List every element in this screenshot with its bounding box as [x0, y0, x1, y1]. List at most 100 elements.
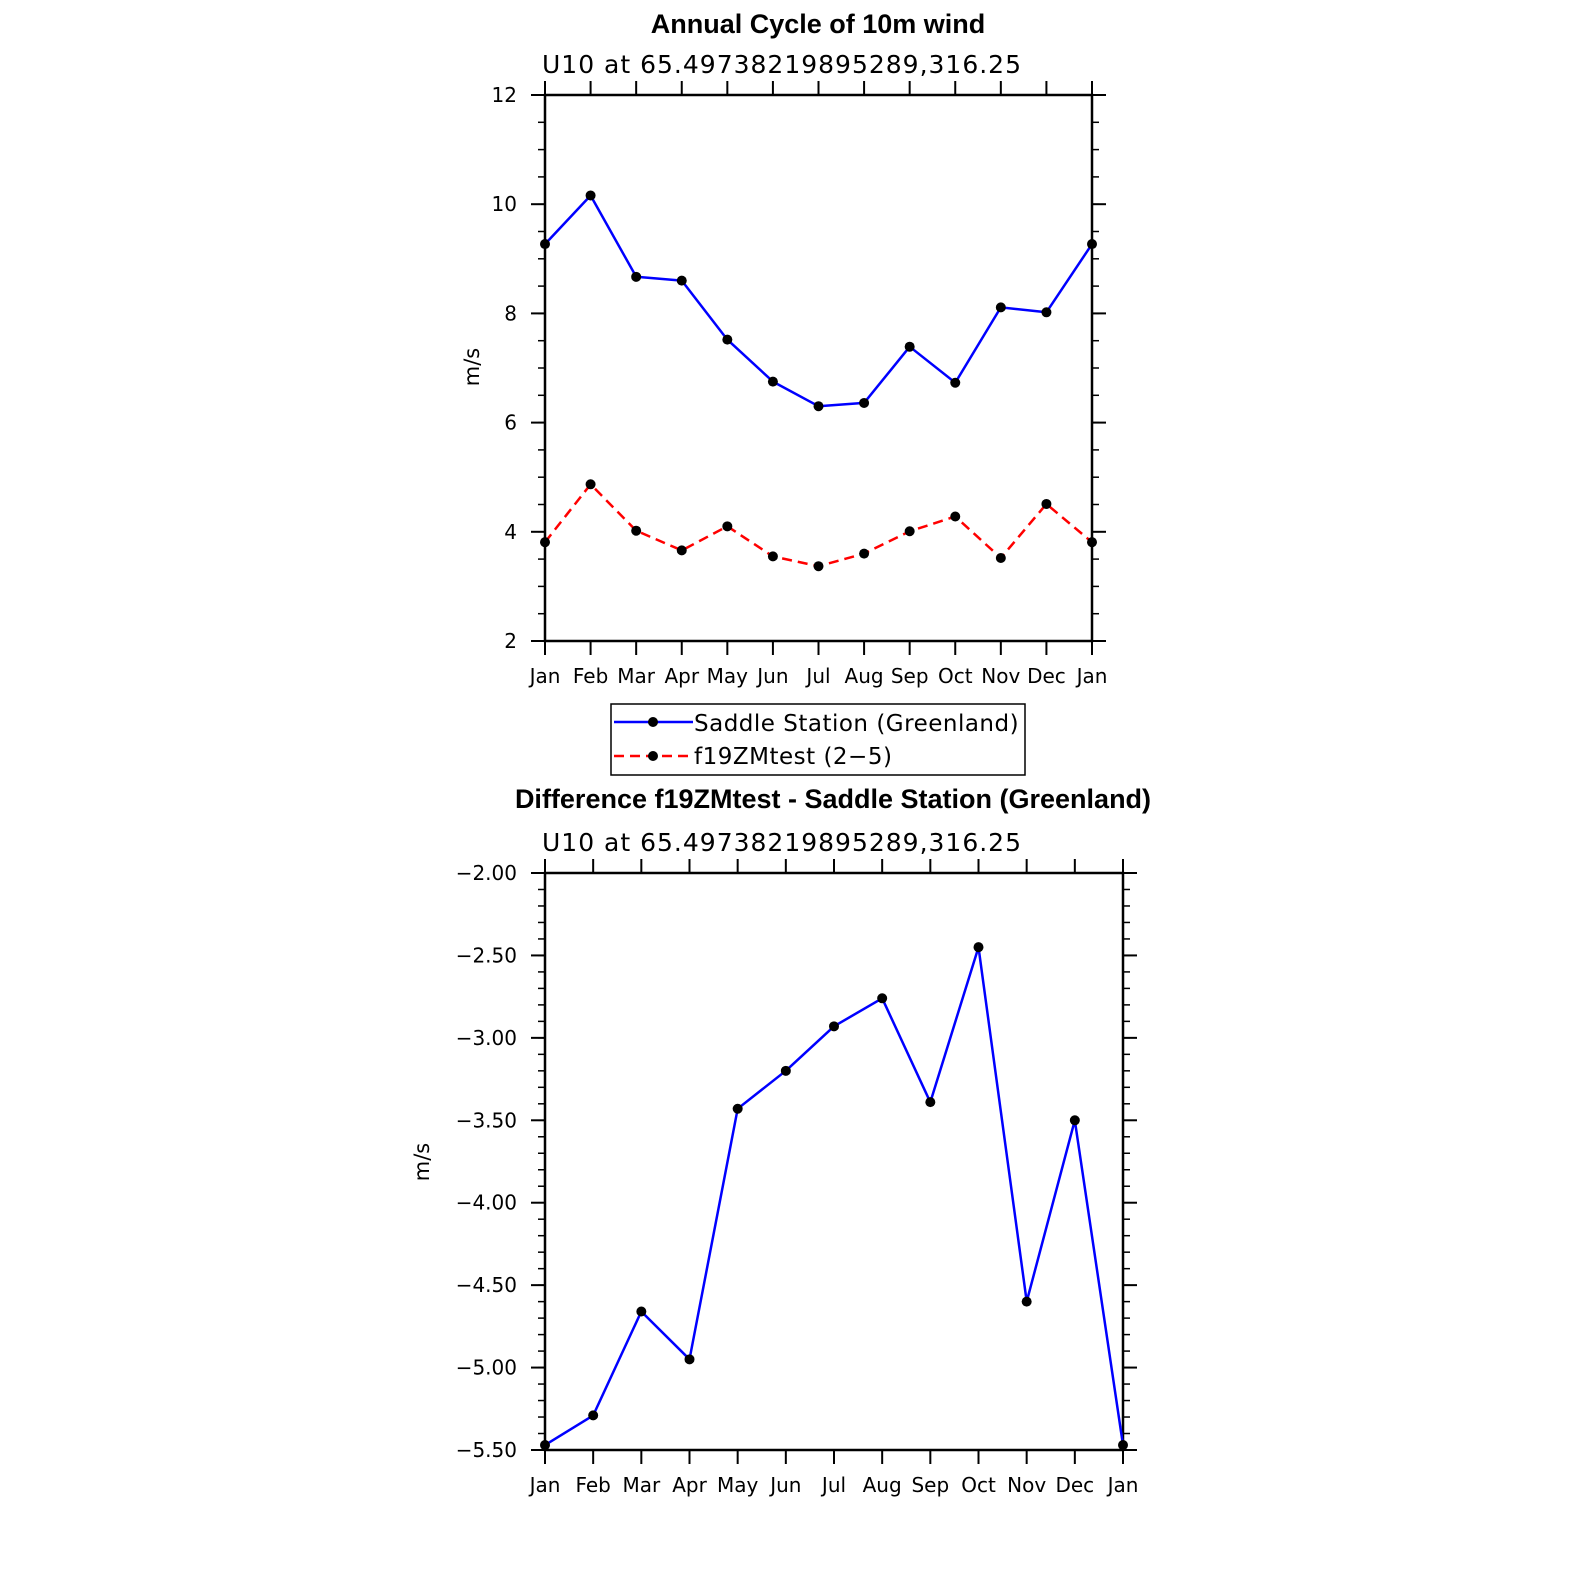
data-point	[722, 334, 733, 345]
data-point	[950, 377, 961, 388]
series-group	[540, 190, 1097, 572]
x-tick-label: Mar	[617, 664, 656, 688]
x-tick-label: Oct	[938, 664, 973, 688]
x-tick-label: Jan	[1106, 1473, 1139, 1497]
x-tick-label: Sep	[891, 664, 929, 688]
x-tick-label: May	[717, 1473, 759, 1497]
x-tick-label: Jul	[804, 664, 830, 688]
y-tick-label: 10	[492, 192, 517, 216]
data-point	[540, 239, 550, 250]
data-point	[780, 1065, 791, 1076]
y-tick-label: 6	[504, 411, 517, 435]
x-tick-label: Jun	[768, 1473, 801, 1497]
series-line-1	[544, 483, 1093, 568]
data-point	[950, 511, 961, 522]
y-tick-label: −4.00	[456, 1191, 517, 1215]
x-tick-label: Mar	[622, 1473, 661, 1497]
y-tick-label: 2	[504, 629, 517, 653]
chart-title: Annual Cycle of 10m wind	[651, 9, 986, 39]
data-point	[813, 561, 824, 572]
data-point	[767, 551, 778, 562]
difference-chart: Difference f19ZMtest - Saddle Station (G…	[410, 784, 1151, 1497]
data-point	[732, 1103, 743, 1114]
data-point	[676, 545, 687, 556]
legend: Saddle Station (Greenland) f19ZMtest (2−…	[610, 703, 1026, 776]
y-tick-label: −3.50	[456, 1108, 517, 1132]
y-axis-label: m/s	[460, 348, 484, 386]
x-tick-label: Feb	[575, 1473, 610, 1497]
axes: Jan Feb Mar Apr May Jun Jul Aug Sep Oct Nov Dec Jan−…	[456, 859, 1139, 1497]
data-point	[877, 993, 888, 1004]
y-tick-label: 8	[504, 301, 517, 325]
y-tick-label: −4.50	[456, 1273, 517, 1297]
y-tick-label: −5.50	[456, 1438, 517, 1462]
y-tick-label: −2.00	[456, 861, 517, 885]
y-tick-label: 4	[504, 520, 517, 544]
y-tick-label: −2.50	[456, 943, 517, 967]
x-tick-label: Apr	[672, 1473, 707, 1497]
data-point	[859, 397, 870, 408]
data-point	[925, 1097, 936, 1108]
chart-title: Difference f19ZMtest - Saddle Station (G…	[515, 784, 1151, 814]
data-point	[859, 548, 870, 559]
legend-box	[610, 703, 1026, 776]
data-point	[1041, 307, 1052, 318]
x-tick-label: Aug	[845, 664, 884, 688]
legend-entry-saddle: Saddle Station (Greenland)	[694, 711, 1019, 737]
data-point	[588, 1410, 599, 1421]
data-point	[973, 942, 984, 953]
data-point	[995, 302, 1006, 313]
x-tick-label: Jan	[528, 1473, 561, 1497]
y-tick-label: 12	[492, 83, 517, 107]
data-point	[585, 190, 596, 201]
x-tick-label: Feb	[573, 664, 608, 688]
data-point	[1021, 1296, 1032, 1307]
x-tick-label: Sep	[911, 1473, 949, 1497]
data-point	[636, 1306, 647, 1317]
x-tick-label: Jun	[755, 664, 788, 688]
data-point	[813, 401, 824, 412]
data-point	[1087, 239, 1097, 250]
x-tick-label: Dec	[1027, 664, 1066, 688]
y-tick-label: −3.00	[456, 1026, 517, 1050]
x-tick-label: Jan	[1075, 664, 1108, 688]
x-tick-label: Jul	[820, 1473, 846, 1497]
legend-marker-f19	[648, 751, 658, 761]
x-tick-label: Nov	[1007, 1473, 1046, 1497]
plot-frame	[543, 871, 1125, 1452]
data-point	[767, 376, 778, 387]
x-tick-label: Aug	[863, 1473, 902, 1497]
data-point	[676, 275, 687, 286]
data-point	[540, 1440, 550, 1451]
series-line-0	[544, 194, 1094, 408]
data-point	[540, 537, 550, 548]
data-point	[1069, 1115, 1080, 1126]
data-point	[904, 341, 915, 352]
data-point	[904, 526, 915, 537]
data-point	[631, 271, 642, 282]
y-axis-label: m/s	[410, 1143, 434, 1181]
y-tick-label: −5.00	[456, 1356, 517, 1380]
legend-entry-f19: f19ZMtest (2−5)	[694, 744, 892, 770]
plot-frame	[543, 93, 1094, 643]
data-point	[995, 553, 1006, 564]
x-tick-label: Oct	[961, 1473, 996, 1497]
x-tick-label: May	[707, 664, 749, 688]
data-point	[1041, 498, 1052, 509]
x-tick-label: Nov	[981, 664, 1020, 688]
series-group	[540, 942, 1128, 1451]
x-tick-label: Dec	[1055, 1473, 1094, 1497]
axes: Jan Feb Mar Apr May Jun Jul Aug Sep Oct Nov Dec Jan 2…	[492, 81, 1108, 688]
data-point	[585, 479, 596, 490]
data-point	[631, 525, 642, 536]
data-point	[722, 521, 733, 532]
chart-subtitle: U10 at 65.49738219895289,316.25	[542, 828, 1022, 857]
annual-cycle-chart: Annual Cycle of 10m wind U10 at 65.49738…	[460, 9, 1107, 688]
data-point	[1087, 537, 1097, 548]
x-tick-label: Apr	[664, 664, 699, 688]
data-point	[1118, 1440, 1128, 1451]
data-point	[684, 1354, 695, 1365]
data-point	[829, 1021, 839, 1032]
x-tick-label: Jan	[528, 664, 561, 688]
